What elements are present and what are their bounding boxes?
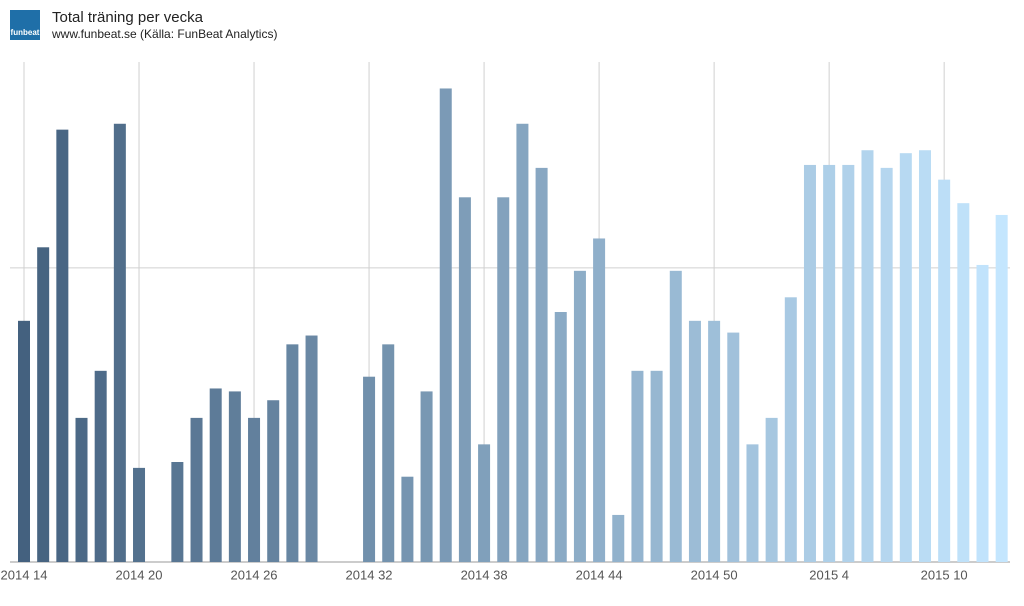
bar — [554, 312, 567, 562]
bar — [56, 129, 69, 562]
bar — [612, 514, 625, 562]
bar — [803, 164, 816, 563]
logo — [10, 10, 40, 40]
bar — [746, 444, 759, 562]
bar — [535, 167, 548, 562]
bar — [305, 335, 318, 562]
bar — [37, 247, 50, 562]
bar — [497, 197, 510, 562]
bar — [190, 417, 203, 562]
bar — [823, 164, 836, 563]
x-tick-label: 2014 20 — [116, 567, 163, 582]
bar — [363, 376, 376, 562]
bar — [228, 391, 241, 562]
bar — [688, 320, 701, 562]
chart-title: Total träning per vecka — [52, 9, 204, 26]
bar — [631, 370, 644, 562]
x-tick-label: 2014 38 — [461, 567, 508, 582]
bar — [267, 400, 280, 562]
bar — [286, 344, 299, 562]
bar — [976, 264, 989, 562]
bar — [880, 167, 893, 562]
bar — [439, 88, 452, 563]
bar — [94, 370, 107, 562]
bar — [516, 123, 529, 562]
logo-text: funbeat — [11, 28, 40, 37]
x-tick-label: 2014 50 — [691, 567, 738, 582]
bar — [573, 270, 586, 562]
bar — [861, 150, 874, 562]
x-tick-label: 2014 26 — [231, 567, 278, 582]
chart-subtitle: www.funbeat.se (Källa: FunBeat Analytics… — [51, 27, 277, 41]
x-tick-label: 2015 10 — [921, 567, 968, 582]
bar — [133, 467, 146, 562]
bar — [842, 164, 855, 563]
bar — [669, 270, 682, 562]
x-tick-label: 2014 14 — [1, 567, 48, 582]
bar — [401, 476, 414, 562]
bar — [650, 370, 663, 562]
x-tick-label: 2014 32 — [346, 567, 393, 582]
bar — [765, 417, 778, 562]
bar — [593, 238, 606, 562]
bar — [458, 197, 471, 562]
bar — [209, 388, 222, 562]
bar — [113, 123, 126, 562]
bar — [171, 462, 184, 562]
x-tick-label: 2015 4 — [809, 567, 849, 582]
bar — [248, 417, 261, 562]
bar — [75, 417, 88, 562]
bar — [918, 150, 931, 562]
bar — [899, 153, 912, 563]
x-tick-label: 2014 44 — [576, 567, 623, 582]
bar — [727, 332, 740, 562]
bar — [18, 320, 30, 562]
bar — [938, 179, 951, 562]
bar — [784, 297, 797, 562]
bar — [708, 320, 721, 562]
bar — [957, 203, 970, 563]
bar — [995, 214, 1008, 563]
bar — [478, 444, 491, 562]
bar — [420, 391, 433, 562]
bar — [382, 344, 395, 562]
